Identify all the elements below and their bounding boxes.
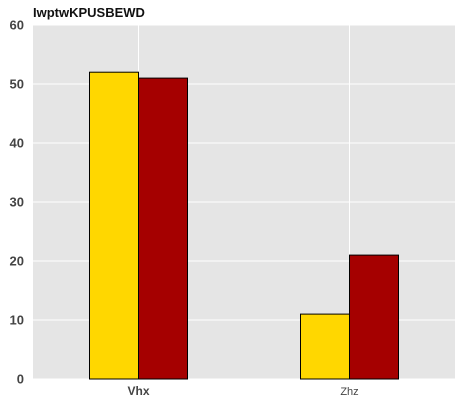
bar-vhx-series-2	[138, 77, 188, 380]
y-tick-label: 50	[10, 77, 24, 92]
bar-zhz-series-1	[300, 313, 350, 380]
y-axis-ticks: 0 10 20 30 40 50 60	[10, 18, 24, 387]
y-tick-label: 0	[17, 372, 24, 387]
chart-title: IwptwKPUSBEWD	[33, 5, 145, 20]
bars	[89, 71, 399, 380]
y-tick-label: 20	[10, 254, 24, 269]
y-tick-label: 30	[10, 195, 24, 210]
x-tick-label: Vhx	[127, 384, 149, 398]
bar-vhx-series-1	[89, 71, 139, 380]
y-tick-label: 60	[10, 18, 24, 33]
x-axis-ticks: Vhx Zhz	[127, 384, 358, 398]
y-tick-label: 40	[10, 136, 24, 151]
x-tick-label: Zhz	[340, 386, 358, 398]
bar-zhz-series-2	[349, 254, 399, 380]
y-tick-label: 10	[10, 313, 24, 328]
